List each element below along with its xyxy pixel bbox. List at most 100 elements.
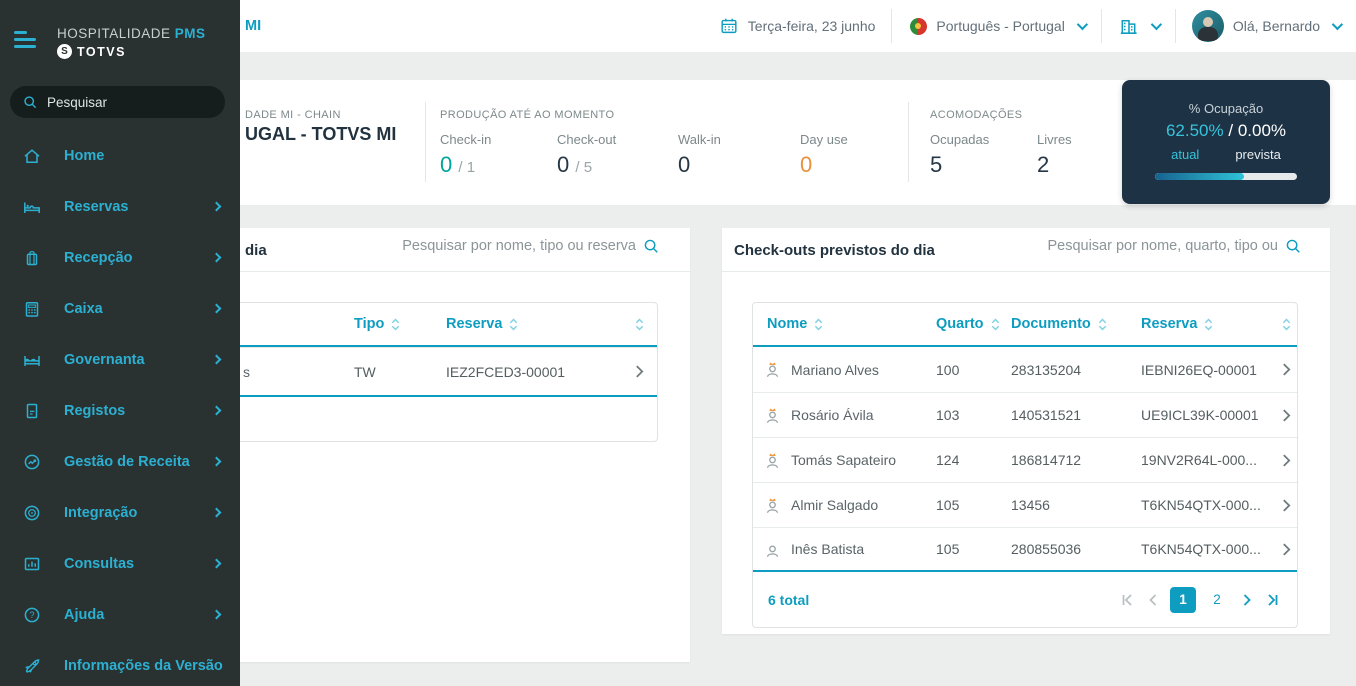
table-row[interactable]: s TW IEZ2FCED3-00001 — [31, 347, 657, 397]
divider — [1100, 9, 1102, 43]
sidebar-search-input[interactable] — [47, 94, 207, 110]
search-icon[interactable] — [22, 94, 38, 110]
sort-icon[interactable] — [1276, 318, 1297, 331]
chain-name-fragment: DADE MI - CHAIN — [245, 109, 341, 121]
sort-icon[interactable] — [814, 318, 823, 331]
vip-guest-icon — [753, 406, 791, 425]
sidebar: HOSPITALIDADE PMS S TOTVS Home Reservas … — [0, 0, 240, 686]
user-greeting: Olá, Bernardo — [1232, 18, 1320, 34]
room-number: 100 — [936, 361, 960, 378]
bar-chart-window-icon — [22, 554, 42, 574]
disc-icon — [22, 503, 42, 523]
sidebar-search — [10, 86, 225, 118]
search-icon[interactable] — [642, 237, 660, 255]
checkins-search — [384, 237, 660, 255]
page-button-2[interactable]: 2 — [1213, 592, 1221, 607]
occupancy-title: % Ocupação — [1188, 101, 1264, 116]
dayuse-value: 0 — [800, 152, 813, 177]
sidebar-item-informacoes-da-versao[interactable]: Informações da Versão — [0, 640, 240, 686]
next-page-icon[interactable] — [1238, 593, 1256, 607]
checkins-search-input[interactable] — [384, 238, 636, 254]
hotel-building-icon[interactable] — [1118, 16, 1139, 37]
column-header-nome[interactable]: Nome — [753, 316, 936, 332]
checkouts-panel-title: Check-outs previstos do dia — [734, 242, 935, 259]
table-row[interactable]: Inês Batista 105 280855036 T6KN54QTX-000… — [753, 527, 1297, 572]
sidebar-item-reservas[interactable]: Reservas — [0, 181, 240, 232]
checkouts-search — [1026, 237, 1302, 255]
sort-icon[interactable] — [621, 318, 657, 331]
chevron-right-icon — [211, 405, 222, 416]
chevron-right-icon — [211, 354, 222, 365]
room-number: 124 — [936, 452, 960, 468]
sidebar-item-recepcao[interactable]: Recepção — [0, 232, 240, 283]
previous-page-icon[interactable] — [1144, 593, 1162, 607]
checkout-value: 0 — [557, 152, 570, 177]
document-number: 140531521 — [1011, 407, 1082, 423]
document-number: 283135204 — [1011, 361, 1082, 378]
column-header-reserva[interactable]: Reserva — [1141, 316, 1276, 332]
language-selector-label: Português - Portugal — [936, 18, 1065, 34]
table-row[interactable]: Tomás Sapateiro 124 186814712 19NV2R64L-… — [753, 437, 1297, 482]
bed-icon — [22, 197, 42, 217]
sort-icon[interactable] — [991, 318, 1000, 331]
sidebar-item-integracao[interactable]: Integração — [0, 487, 240, 538]
column-header-documento[interactable]: Documento — [1011, 316, 1141, 332]
page-button-1[interactable]: 1 — [1170, 586, 1196, 613]
chevron-right-icon[interactable] — [1276, 408, 1297, 423]
vip-guest-icon — [753, 360, 791, 379]
divider — [908, 102, 909, 182]
walkin-metric: Walk-in 0 — [678, 132, 721, 177]
app-logo: HOSPITALIDADE PMS — [57, 26, 206, 41]
chevron-down-icon[interactable] — [1331, 18, 1344, 31]
last-page-icon[interactable] — [1264, 593, 1282, 607]
dayuse-metric: Day use 0 — [800, 132, 848, 177]
divider — [1174, 9, 1176, 43]
occupancy-forecast-label: prevista — [1235, 147, 1281, 162]
totvs-logo-icon: S — [57, 44, 72, 59]
chevron-right-icon — [211, 558, 222, 569]
pagination: 6 total 1 2 — [753, 572, 1297, 627]
sort-icon[interactable] — [1204, 318, 1213, 331]
current-date: Terça-feira, 23 junho — [747, 18, 876, 34]
column-header-reserva[interactable]: Reserva — [446, 316, 621, 332]
checkin-metric: Check-in 0 / 1 — [440, 132, 492, 177]
sort-icon[interactable] — [1098, 318, 1107, 331]
sort-icon[interactable] — [509, 318, 518, 331]
guest-name: Tomás Sapateiro — [791, 452, 897, 468]
accommodations-section-title: ACOMODAÇÕES — [930, 109, 1023, 121]
sidebar-item-caixa[interactable]: Caixa — [0, 283, 240, 334]
table-row[interactable]: Rosário Ávila 103 140531521 UE9ICL39K-00… — [753, 392, 1297, 437]
search-icon[interactable] — [1284, 237, 1302, 255]
table-row[interactable]: Mariano Alves 100 283135204 IEBNI26EQ-00… — [753, 347, 1297, 392]
column-header-quarto[interactable]: Quarto — [936, 316, 1011, 332]
sidebar-item-ajuda[interactable]: ? Ajuda — [0, 589, 240, 640]
sidebar-item-gestao-de-receita[interactable]: Gestão de Receita — [0, 436, 240, 487]
chevron-right-icon[interactable] — [621, 364, 657, 379]
chevron-right-icon[interactable] — [1276, 498, 1297, 513]
avatar[interactable] — [1191, 10, 1224, 42]
suitcase-icon — [22, 248, 42, 268]
table-row[interactable]: Almir Salgado 105 13456 T6KN54QTX-000... — [753, 482, 1297, 527]
chevron-right-icon[interactable] — [1276, 453, 1297, 468]
chevron-right-icon[interactable] — [1276, 542, 1297, 557]
sort-icon[interactable] — [391, 318, 400, 331]
checkouts-search-input[interactable] — [1026, 238, 1278, 254]
sidebar-item-home[interactable]: Home — [0, 130, 240, 181]
revenue-chart-icon — [22, 452, 42, 472]
column-header-tipo[interactable]: Tipo — [354, 316, 446, 332]
sidebar-item-governanta[interactable]: Governanta — [0, 334, 240, 385]
chevron-right-icon[interactable] — [1276, 362, 1297, 377]
chevron-right-icon — [211, 303, 222, 314]
chevron-right-icon — [211, 609, 222, 620]
first-page-icon[interactable] — [1118, 593, 1136, 607]
guest-name-fragment: s — [243, 363, 250, 380]
sidebar-item-consultas[interactable]: Consultas — [0, 538, 240, 589]
document-number: 280855036 — [1011, 541, 1082, 557]
double-bed-icon — [22, 350, 42, 370]
chevron-down-icon[interactable] — [1150, 18, 1162, 31]
reservation-code: UE9ICL39K-00001 — [1141, 407, 1259, 423]
vip-guest-icon — [753, 451, 791, 470]
menu-toggle-icon[interactable] — [14, 31, 36, 52]
sidebar-item-registos[interactable]: Registos — [0, 385, 240, 436]
chevron-down-icon[interactable] — [1076, 18, 1088, 31]
